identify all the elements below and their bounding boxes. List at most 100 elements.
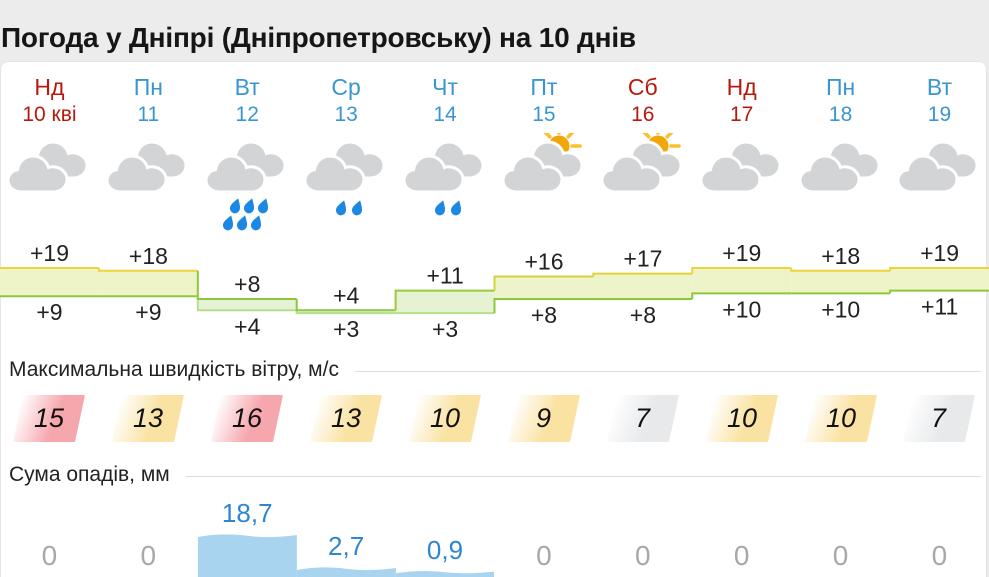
wind-speed-badge: 9 bbox=[507, 395, 580, 442]
day-header-2[interactable]: Пн 11 bbox=[99, 74, 198, 127]
low-temp-label: +9 bbox=[36, 299, 62, 325]
cloudy-icon bbox=[699, 140, 782, 194]
precip-bar bbox=[296, 567, 396, 577]
low-temp-label: +10 bbox=[821, 296, 860, 322]
weather-icon-cell-7 bbox=[593, 133, 692, 233]
low-temp-label: +11 bbox=[921, 294, 958, 320]
wind-speed-value: 15 bbox=[34, 403, 65, 433]
day-header-4[interactable]: Ср 13 bbox=[297, 74, 396, 127]
precip-cell-5: 0,9 bbox=[395, 490, 495, 577]
precip-value: 0 bbox=[140, 540, 157, 571]
cloudy-icon bbox=[6, 140, 89, 194]
day-date: 19 bbox=[927, 103, 952, 126]
precip-cell-4: 2,7 bbox=[296, 490, 396, 577]
precip-heading-rule bbox=[185, 475, 981, 477]
wind-speed-badge: 10 bbox=[705, 395, 778, 442]
low-temp-label: +10 bbox=[722, 296, 761, 322]
high-temp-label: +18 bbox=[821, 243, 860, 269]
precip-bar bbox=[395, 571, 495, 577]
day-header-1[interactable]: Нд 10 кві bbox=[0, 74, 99, 127]
high-temp-label: +17 bbox=[623, 246, 662, 272]
day-date: 17 bbox=[730, 103, 754, 126]
wind-cell-2: 13 bbox=[99, 395, 198, 442]
precip-cell-10: 0 bbox=[890, 490, 989, 577]
wind-cell-4: 13 bbox=[297, 395, 396, 442]
wind-cell-6: 9 bbox=[494, 395, 593, 442]
day-name: Нд bbox=[34, 74, 65, 100]
day-name: Чт bbox=[432, 74, 458, 100]
wind-speed-badge: 16 bbox=[211, 395, 284, 442]
page-title: Погода у Дніпрі (Дніпропетровську) на 10… bbox=[1, 21, 636, 53]
wind-cell-8: 10 bbox=[692, 395, 791, 442]
day-header-6[interactable]: Пт 15 bbox=[494, 74, 593, 127]
wind-speed-badge: 10 bbox=[804, 395, 877, 442]
wind-speed-value: 7 bbox=[931, 403, 947, 433]
cloudy-icon bbox=[798, 140, 881, 194]
cloudy-icon bbox=[105, 140, 188, 194]
wind-cell-9: 10 bbox=[791, 395, 890, 442]
wind-heading-rule bbox=[354, 370, 981, 372]
low-temp-label: +3 bbox=[333, 316, 359, 342]
day-date: 18 bbox=[828, 103, 853, 126]
day-name: Пн bbox=[133, 74, 163, 100]
wind-cell-1: 15 bbox=[0, 395, 99, 442]
partly-sunny-icon bbox=[501, 133, 584, 194]
day-name: Нд bbox=[726, 74, 757, 100]
high-temp-label: +19 bbox=[722, 240, 761, 266]
high-temp-label: +8 bbox=[234, 271, 260, 297]
precip-value: 0 bbox=[733, 540, 750, 571]
wind-speed-badge: 10 bbox=[409, 395, 481, 442]
day-header-10[interactable]: Вт 19 bbox=[890, 74, 989, 127]
high-temp-label: +16 bbox=[524, 249, 563, 275]
precip-cell-7: 0 bbox=[593, 490, 692, 577]
precip-cell-3: 18,7 bbox=[197, 490, 297, 577]
cloudy-icon bbox=[896, 140, 979, 194]
weather-icon-cell-6 bbox=[494, 133, 593, 233]
wind-speed-value: 9 bbox=[536, 403, 552, 433]
wind-heading-label: Максимальна швидкість вітру, м/с bbox=[9, 358, 339, 381]
wind-speed-value: 13 bbox=[133, 403, 164, 433]
day-date: 10 кві bbox=[22, 103, 77, 126]
precip-value: 18,7 bbox=[221, 498, 273, 528]
weather-icon-cell-10 bbox=[890, 133, 989, 233]
day-date: 14 bbox=[433, 103, 457, 126]
high-temp-label: +19 bbox=[30, 240, 69, 266]
precip-value: 0 bbox=[536, 540, 552, 571]
precip-value: 0 bbox=[635, 540, 651, 571]
high-temp-label: +19 bbox=[920, 240, 959, 266]
day-name: Вт bbox=[234, 74, 260, 100]
precip-value: 0 bbox=[832, 540, 849, 571]
day-header-3[interactable]: Вт 12 bbox=[198, 74, 297, 127]
day-date: 15 bbox=[532, 103, 556, 126]
day-header-8[interactable]: Нд 17 bbox=[692, 74, 791, 127]
low-temp-label: +8 bbox=[630, 302, 656, 328]
temperature-chart: +19 +9 +18 +9 +8 +4 +4 +3 +11 +3 +16 +8 +17 +8 +19 +10 +… bbox=[0, 240, 989, 342]
precipitation-row: 0 0 18,7 2,7 0,9 0 0 0 0 0 bbox=[0, 490, 989, 577]
wind-speed-badge: 7 bbox=[903, 395, 976, 442]
day-name: Пн bbox=[825, 74, 856, 100]
wind-speed-value: 16 bbox=[232, 403, 263, 433]
day-header-7[interactable]: Сб 16 bbox=[593, 74, 692, 127]
day-date: 13 bbox=[334, 103, 358, 126]
wind-cell-5: 10 bbox=[396, 395, 495, 442]
wind-speed-badge: 13 bbox=[112, 395, 185, 442]
precip-value: 0,9 bbox=[426, 535, 464, 565]
low-temp-label: +4 bbox=[234, 313, 260, 339]
precip-cell-1: 0 bbox=[0, 490, 99, 577]
wind-cell-7: 7 bbox=[593, 395, 692, 442]
precip-value: 2,7 bbox=[328, 531, 365, 561]
day-header-5[interactable]: Чт 14 bbox=[396, 74, 495, 127]
weather-icon-cell-1 bbox=[0, 133, 99, 233]
precip-cell-6: 0 bbox=[494, 490, 593, 577]
precip-value: 0 bbox=[931, 540, 948, 571]
weather-icon-cell-2 bbox=[99, 133, 198, 233]
wind-cell-3: 16 bbox=[198, 395, 297, 442]
partly-sunny-icon bbox=[600, 133, 683, 194]
day-date: 12 bbox=[235, 103, 259, 126]
high-temp-label: +11 bbox=[426, 263, 463, 289]
low-temp-label: +8 bbox=[531, 302, 557, 328]
wind-speed-badge: 7 bbox=[606, 395, 679, 442]
wind-speed-badge: 13 bbox=[310, 395, 383, 442]
day-header-9[interactable]: Пн 18 bbox=[791, 74, 890, 127]
precip-heading-label: Сума опадів, мм bbox=[9, 463, 170, 486]
